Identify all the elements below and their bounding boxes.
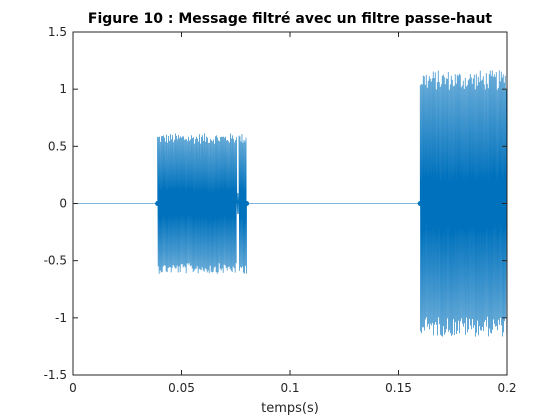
- x-tick-label: 0.15: [385, 381, 412, 395]
- y-tick-label: -1: [55, 311, 67, 325]
- signal-marker-3: [417, 201, 423, 206]
- x-tick-label: 0: [69, 381, 77, 395]
- x-tick-label: 0.05: [168, 381, 195, 395]
- x-tick-label: 0.2: [497, 381, 516, 395]
- signal-marker-0: [155, 201, 161, 206]
- chart-title: Figure 10 : Message filtré avec un filtr…: [88, 11, 493, 27]
- signal-marker-2: [244, 201, 250, 206]
- y-tick-label: 0: [59, 197, 67, 211]
- x-axis: 0 0.05 0.1 0.15 0.2: [69, 32, 517, 395]
- signal-markers: [155, 201, 423, 206]
- signal-marker-1: [239, 201, 245, 206]
- signal-segment-5: [419, 70, 508, 337]
- y-tick-label: 1: [59, 82, 67, 96]
- y-tick-label: -0.5: [44, 254, 67, 268]
- x-axis-label: temps(s): [261, 401, 319, 416]
- y-axis: -1.5 -1 -0.5 0 0.5 1 1.5: [44, 25, 507, 382]
- signal-segment-1: [157, 133, 238, 274]
- y-tick-label: 1.5: [48, 25, 67, 39]
- plot-area: 0 0.05 0.1 0.15 0.2 -1.5 -1 -0.5 0 0.5 1 1.5: [44, 25, 517, 395]
- y-tick-label: -1.5: [44, 368, 67, 382]
- signal-series: [73, 70, 508, 337]
- y-tick-label: 0.5: [48, 139, 67, 153]
- x-tick-label: 0.1: [280, 381, 299, 395]
